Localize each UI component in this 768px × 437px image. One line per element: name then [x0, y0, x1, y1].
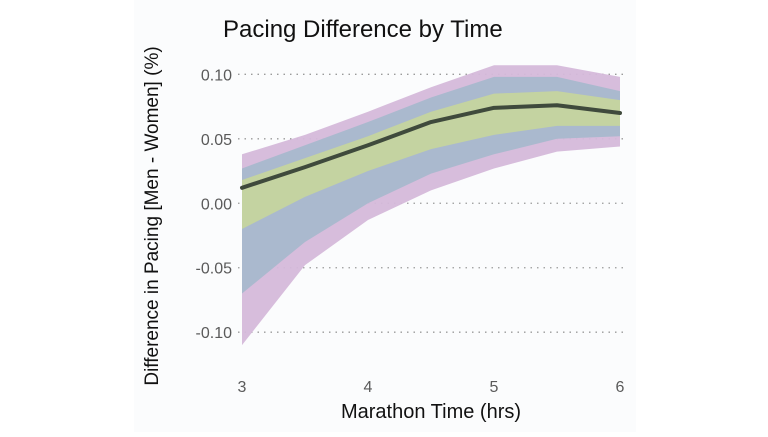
y-tick-label: 0.10 [201, 67, 232, 84]
x-axis-label: Marathon Time (hrs) [341, 401, 521, 423]
x-axis-ticks: 3 4 5 6 [238, 379, 625, 396]
chart: Pacing Difference by Time 0.10 0.05 0.00 -0… [142, 16, 626, 423]
y-tick-label: 0.05 [201, 132, 232, 149]
x-tick-label: 6 [616, 379, 625, 396]
band-inner [242, 91, 620, 230]
x-tick-label: 5 [490, 379, 499, 396]
band-middle [242, 76, 620, 294]
y-tick-label: 0.00 [201, 196, 232, 213]
y-tick-label: -0.10 [196, 325, 233, 342]
x-tick-label: 4 [364, 379, 373, 396]
y-axis-ticks: 0.10 0.05 0.00 -0.05 -0.10 [196, 67, 233, 342]
y-axis-label: Difference in Pacing [Men - Women] (%) [142, 46, 163, 385]
y-tick-label: -0.05 [196, 261, 233, 278]
confidence-bands [242, 65, 620, 346]
x-tick-label: 3 [238, 379, 247, 396]
median-line [240, 103, 622, 190]
chart-panel: Pacing Difference by Time 0.10 0.05 0.00 -0… [134, 0, 636, 432]
median-line-layer [240, 103, 622, 190]
chart-title: Pacing Difference by Time [223, 16, 503, 43]
